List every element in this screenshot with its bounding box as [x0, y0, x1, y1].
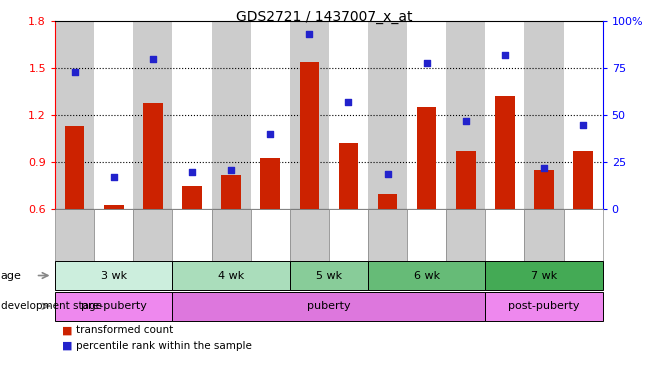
Point: [304, 31, 314, 37]
Bar: [55, 21, 94, 209]
Text: ■: ■: [62, 341, 72, 351]
Text: 3 wk: 3 wk: [100, 270, 127, 281]
Point: [382, 170, 393, 177]
Text: 4 wk: 4 wk: [218, 270, 244, 281]
Bar: [94, 21, 133, 209]
Point: [461, 118, 471, 124]
Point: [343, 99, 354, 105]
Bar: [378, 194, 397, 209]
Bar: [299, 62, 319, 209]
Bar: [417, 108, 436, 209]
Bar: [339, 144, 358, 209]
Bar: [573, 151, 593, 209]
Text: development stage: development stage: [1, 301, 102, 311]
Bar: [65, 126, 84, 209]
Text: post-puberty: post-puberty: [508, 301, 580, 311]
Point: [69, 69, 80, 75]
Bar: [290, 21, 329, 209]
Point: [148, 56, 158, 62]
Text: ■: ■: [62, 325, 72, 335]
Bar: [446, 21, 485, 209]
Text: percentile rank within the sample: percentile rank within the sample: [76, 341, 251, 351]
Point: [500, 52, 510, 58]
Bar: [456, 151, 476, 209]
Bar: [534, 170, 554, 209]
Bar: [495, 96, 515, 209]
Bar: [211, 21, 251, 209]
Bar: [260, 157, 280, 209]
Point: [265, 131, 275, 137]
Point: [578, 121, 588, 127]
Bar: [564, 21, 603, 209]
Bar: [143, 103, 163, 209]
Text: transformed count: transformed count: [76, 325, 173, 335]
Text: 7 wk: 7 wk: [531, 270, 557, 281]
Text: pre-puberty: pre-puberty: [81, 301, 146, 311]
Bar: [485, 21, 524, 209]
Bar: [251, 21, 290, 209]
Bar: [524, 21, 564, 209]
Text: GDS2721 / 1437007_x_at: GDS2721 / 1437007_x_at: [236, 10, 412, 23]
Bar: [329, 21, 368, 209]
Text: 6 wk: 6 wk: [413, 270, 440, 281]
Bar: [368, 21, 407, 209]
Bar: [407, 21, 446, 209]
Text: 5 wk: 5 wk: [316, 270, 342, 281]
Bar: [182, 186, 202, 209]
Bar: [222, 175, 241, 209]
Bar: [133, 21, 172, 209]
Text: puberty: puberty: [307, 301, 351, 311]
Point: [109, 174, 119, 180]
Point: [226, 167, 237, 173]
Text: age: age: [1, 270, 21, 281]
Point: [187, 169, 197, 175]
Bar: [104, 205, 124, 209]
Bar: [172, 21, 211, 209]
Point: [421, 60, 432, 66]
Point: [538, 165, 549, 171]
